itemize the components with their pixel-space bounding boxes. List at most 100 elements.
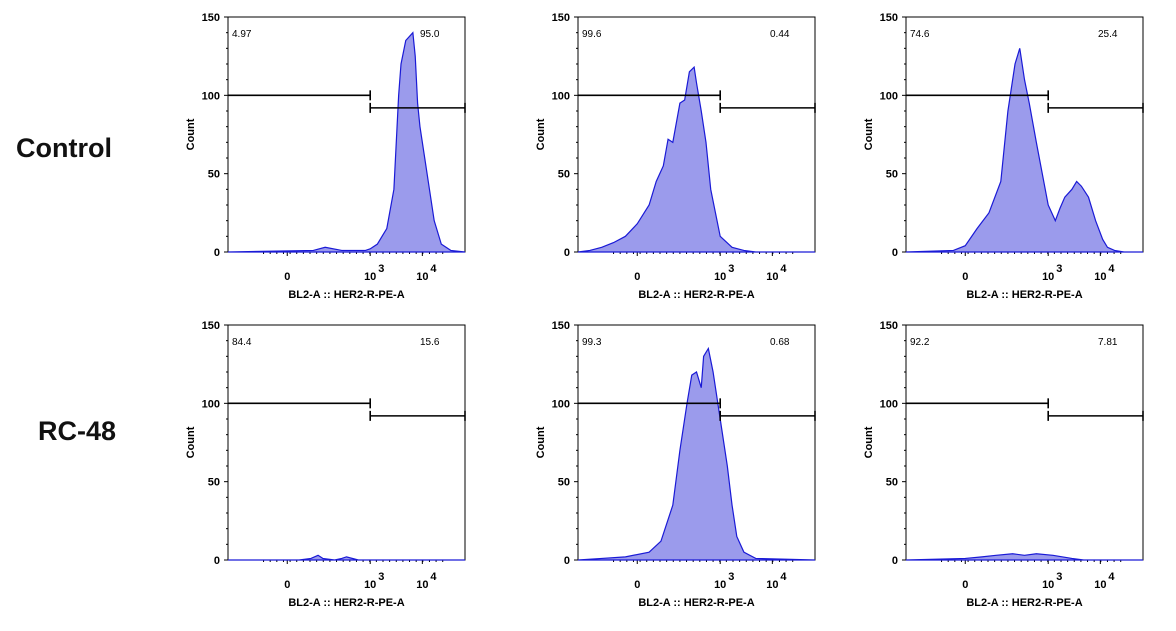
x-tick-label: 0 xyxy=(962,579,968,591)
gate-negative-percent: 99.6 xyxy=(582,29,602,40)
x-tick-label: 0 xyxy=(284,579,290,591)
x-tick-label: 0 xyxy=(962,271,968,283)
x-tick-label: 10 xyxy=(766,271,778,283)
x-tick-exponent: 4 xyxy=(1108,263,1115,275)
y-tick-label: 100 xyxy=(880,398,898,410)
y-tick-label: 50 xyxy=(886,169,898,181)
x-tick-label: 10 xyxy=(766,579,778,591)
y-axis-title: Count xyxy=(535,118,547,150)
x-axis-title: BL2-A :: HER2-R-PE-A xyxy=(288,597,404,609)
x-tick-label: 10 xyxy=(714,579,726,591)
y-tick-label: 150 xyxy=(202,320,220,332)
y-tick-label: 0 xyxy=(214,247,220,259)
y-axis-title: Count xyxy=(863,426,875,458)
gate-positive-percent: 95.0 xyxy=(420,29,440,40)
x-tick-label: 0 xyxy=(284,271,290,283)
y-tick-label: 50 xyxy=(208,169,220,181)
histogram-control-1: 0 50 100 150 0 10 3 10 4 BL2-A :: HER2-R-PE-A Coun… xyxy=(185,10,485,320)
y-tick-label: 150 xyxy=(880,320,898,332)
x-axis-title: BL2-A :: HER2-R-PE-A xyxy=(638,289,754,301)
y-tick-label: 150 xyxy=(880,12,898,24)
histogram-area xyxy=(577,346,816,561)
x-axis-title: BL2-A :: HER2-R-PE-A xyxy=(966,289,1082,301)
x-tick-label: 10 xyxy=(1042,271,1054,283)
x-tick-label: 10 xyxy=(416,271,428,283)
y-tick-label: 50 xyxy=(558,477,570,489)
x-tick-label: 10 xyxy=(416,579,428,591)
x-tick-exponent: 3 xyxy=(378,263,384,275)
x-tick-label: 10 xyxy=(1042,579,1054,591)
histogram-control-2: 0 50 100 150 0 10 3 10 4 BL2-A :: HER2-R-PE-A Coun… xyxy=(535,10,835,320)
x-tick-exponent: 3 xyxy=(378,571,384,583)
y-tick-label: 100 xyxy=(202,90,220,102)
x-axis-title: BL2-A :: HER2-R-PE-A xyxy=(288,289,404,301)
y-tick-label: 50 xyxy=(558,169,570,181)
histogram-rc48-2: 0 50 100 150 0 10 3 10 4 BL2-A :: HER2-R-PE-A Coun… xyxy=(535,318,835,628)
x-tick-label: 0 xyxy=(634,271,640,283)
x-axis-title: BL2-A :: HER2-R-PE-A xyxy=(638,597,754,609)
histogram-area xyxy=(227,31,466,253)
y-axis-title: Count xyxy=(185,426,197,458)
gate-positive-percent: 7.81 xyxy=(1098,337,1118,348)
histogram-area xyxy=(577,65,815,253)
x-tick-exponent: 3 xyxy=(728,571,734,583)
x-tick-exponent: 4 xyxy=(780,263,787,275)
y-tick-label: 150 xyxy=(202,12,220,24)
x-tick-exponent: 3 xyxy=(1056,571,1062,583)
histogram-rc48-1: 0 50 100 150 0 10 3 10 4 BL2-A :: HER2-R-PE-A Coun… xyxy=(185,318,485,628)
histogram-area xyxy=(228,554,465,561)
y-axis-title: Count xyxy=(863,118,875,150)
y-tick-label: 100 xyxy=(552,398,570,410)
row-label-rc48: RC-48 xyxy=(38,416,117,446)
x-tick-exponent: 3 xyxy=(1056,263,1062,275)
x-tick-exponent: 4 xyxy=(780,571,787,583)
histogram-area xyxy=(905,553,1143,561)
x-tick-exponent: 4 xyxy=(430,263,437,275)
gate-positive-percent: 15.6 xyxy=(420,337,440,348)
gate-negative-percent: 92.2 xyxy=(910,337,930,348)
y-tick-label: 150 xyxy=(552,12,570,24)
histogram-area xyxy=(905,48,1143,253)
histogram-control-3: 0 50 100 150 0 10 3 10 4 BL2-A :: HER2-R-PE-A Coun… xyxy=(863,10,1163,320)
x-tick-label: 0 xyxy=(634,579,640,591)
histogram-rc48-3: 0 50 100 150 0 10 3 10 4 BL2-A :: HER2-R-PE-A Coun… xyxy=(863,318,1163,628)
y-tick-label: 0 xyxy=(564,247,570,259)
gate-negative-percent: 74.6 xyxy=(910,29,930,40)
x-tick-label: 10 xyxy=(1094,271,1106,283)
y-tick-label: 0 xyxy=(564,555,570,567)
y-axis-title: Count xyxy=(535,426,547,458)
y-tick-label: 0 xyxy=(892,247,898,259)
x-tick-exponent: 4 xyxy=(430,571,437,583)
row-label-control: Control xyxy=(16,133,112,163)
gate-negative-percent: 99.3 xyxy=(582,337,602,348)
plot-frame xyxy=(905,324,1144,561)
y-tick-label: 50 xyxy=(208,477,220,489)
gate-positive-percent: 0.44 xyxy=(770,29,790,40)
gate-negative-percent: 84.4 xyxy=(232,337,252,348)
x-tick-exponent: 3 xyxy=(728,263,734,275)
y-tick-label: 150 xyxy=(552,320,570,332)
y-axis-title: Count xyxy=(185,118,197,150)
gate-positive-percent: 0.68 xyxy=(770,337,790,348)
x-axis-title: BL2-A :: HER2-R-PE-A xyxy=(966,597,1082,609)
y-tick-label: 0 xyxy=(892,555,898,567)
x-tick-label: 10 xyxy=(364,579,376,591)
x-tick-label: 10 xyxy=(1094,579,1106,591)
y-tick-label: 100 xyxy=(880,90,898,102)
plot-frame xyxy=(227,324,466,561)
y-tick-label: 100 xyxy=(552,90,570,102)
x-tick-label: 10 xyxy=(364,271,376,283)
x-tick-exponent: 4 xyxy=(1108,571,1115,583)
gate-negative-percent: 4.97 xyxy=(232,29,252,40)
y-tick-label: 0 xyxy=(214,555,220,567)
y-tick-label: 50 xyxy=(886,477,898,489)
gate-positive-percent: 25.4 xyxy=(1098,29,1118,40)
y-tick-label: 100 xyxy=(202,398,220,410)
x-tick-label: 10 xyxy=(714,271,726,283)
